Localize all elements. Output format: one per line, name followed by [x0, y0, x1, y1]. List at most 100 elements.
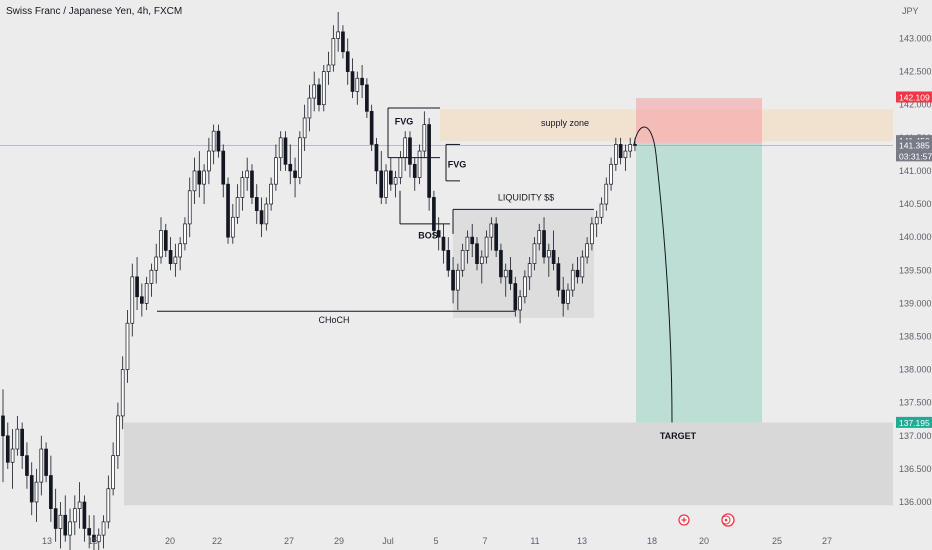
y-tick-label: 138.500 [899, 331, 932, 341]
x-tick-label: 20 [699, 536, 709, 546]
candle [403, 131, 408, 171]
candle [518, 290, 522, 324]
candle [92, 515, 96, 550]
candle [25, 442, 29, 489]
candle [140, 283, 144, 317]
candle [264, 197, 269, 231]
candle [422, 111, 427, 158]
candle [96, 528, 101, 550]
candle [178, 237, 182, 271]
candle [149, 263, 154, 297]
candle [106, 475, 111, 529]
candle [39, 435, 44, 496]
candle [321, 64, 326, 112]
candle [532, 237, 537, 271]
svg-text:03:31:57: 03:31:57 [899, 151, 932, 161]
candle [628, 137, 633, 158]
liquidity-label: LIQUIDITY $$ [498, 193, 554, 203]
candle [163, 223, 168, 258]
candle [288, 144, 293, 185]
candle [87, 515, 92, 549]
candle [614, 137, 618, 171]
choch-label: CHoCH [318, 315, 349, 325]
candle [278, 131, 283, 171]
svg-text:142.109: 142.109 [899, 92, 930, 102]
candle [202, 164, 206, 205]
candle [360, 64, 364, 99]
candle [484, 230, 489, 264]
x-tick-label: 27 [822, 536, 832, 546]
y-tick-label: 143.000 [899, 34, 932, 44]
candle [417, 144, 422, 185]
candle [216, 124, 221, 158]
event-icon-2[interactable] [721, 513, 735, 527]
candle [72, 495, 77, 536]
candle [130, 263, 135, 337]
y-tick-label: 142.500 [899, 67, 932, 77]
candle [125, 309, 130, 383]
y-tick-label: 140.500 [899, 199, 932, 209]
x-tick-label: 5 [433, 536, 438, 546]
time-axis[interactable]: 13 15 20 22 27 29 Jul 5 7 11 13 18 20 25 27 [42, 536, 832, 546]
candle [183, 217, 187, 251]
candle [609, 157, 613, 191]
candle [197, 151, 202, 198]
candle [63, 495, 68, 542]
candle [479, 250, 484, 284]
stop-loss-box [636, 98, 762, 144]
projection-curve [633, 126, 673, 423]
candle [384, 164, 388, 205]
candle [254, 184, 259, 224]
candle [590, 217, 594, 251]
candle [456, 263, 460, 310]
candle [168, 237, 173, 271]
candle [10, 429, 15, 489]
candle [29, 462, 34, 516]
candle [269, 177, 273, 211]
candle [546, 243, 551, 277]
price-tag: 03:31:57 [896, 150, 932, 162]
x-tick-label: 20 [165, 536, 175, 546]
candle [408, 131, 412, 178]
candle [412, 157, 417, 191]
candle [379, 151, 384, 205]
y-tick-label: 142.000 [899, 100, 932, 110]
candle [475, 237, 479, 271]
candle [111, 442, 115, 496]
candle [116, 402, 120, 469]
candle [312, 71, 317, 112]
target-label: TARGET [660, 431, 697, 441]
price-axis[interactable]: 143.000142.500142.000141.500141.000140.5… [899, 34, 932, 508]
y-tick-label: 136.000 [899, 497, 932, 507]
candle [345, 38, 350, 85]
candle [623, 144, 628, 171]
event-icon-1[interactable] [678, 514, 690, 526]
candle [34, 468, 39, 522]
demand-zone [124, 422, 893, 506]
candle [580, 250, 585, 284]
candle [302, 104, 307, 152]
candle [44, 442, 48, 483]
candle [618, 137, 623, 165]
candle [283, 131, 288, 171]
candle [307, 84, 312, 132]
x-tick-label: 18 [647, 536, 657, 546]
candle [173, 243, 178, 277]
fvg-label-2: FVG [448, 160, 467, 170]
candle [154, 243, 159, 284]
candle [207, 137, 211, 185]
x-tick-label: 13 [42, 536, 52, 546]
candle [159, 217, 163, 264]
candle [135, 257, 139, 310]
candle [570, 263, 575, 297]
candle [503, 263, 508, 297]
x-tick-label: 29 [334, 536, 344, 546]
candle [1, 389, 5, 483]
x-tick-label: 7 [482, 536, 487, 546]
candle [274, 144, 278, 191]
y-tick-label: 139.000 [899, 298, 932, 308]
candle [388, 157, 393, 191]
x-tick-label: 11 [530, 536, 539, 546]
